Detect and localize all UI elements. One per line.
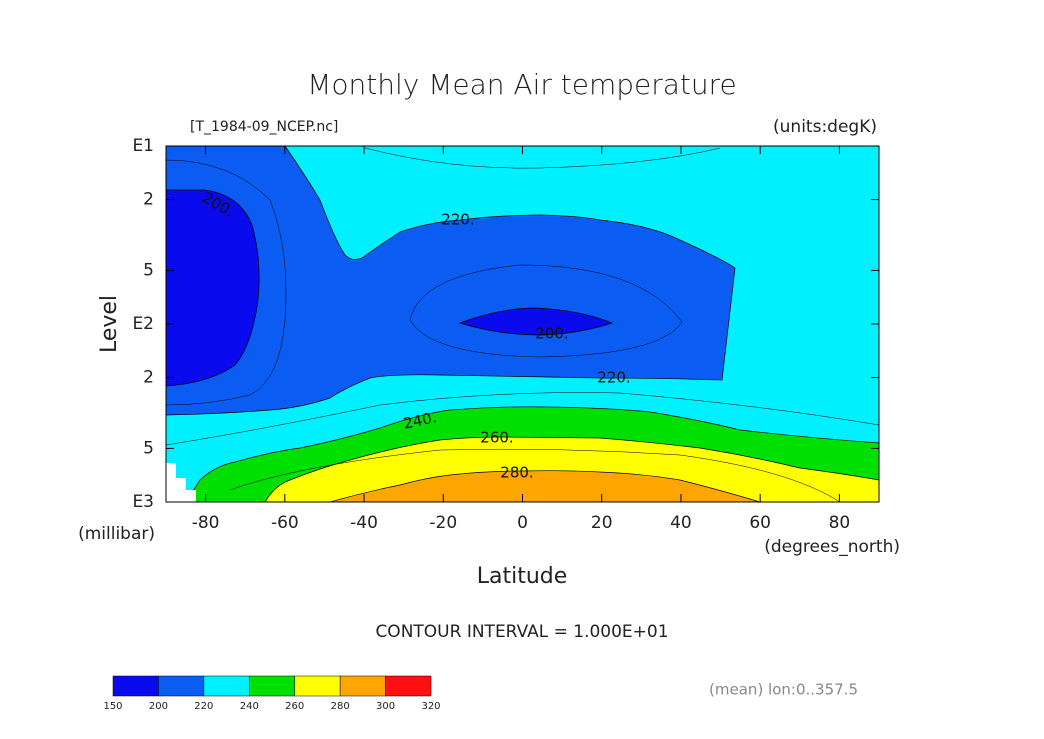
colorbar-box xyxy=(203,675,250,697)
colorbar-box xyxy=(294,675,341,697)
colorbar-box xyxy=(385,675,432,697)
note: (mean) lon:0..357.5 xyxy=(709,681,858,699)
x-tick-label: -80 xyxy=(192,513,220,533)
contour-label: 280. xyxy=(500,464,533,482)
colorbar-box xyxy=(249,675,295,697)
x-units: (degrees_north) xyxy=(764,537,900,557)
x-axis-label: Latitude xyxy=(477,564,568,589)
x-tick-label: 0 xyxy=(517,513,528,533)
plot-area xyxy=(165,145,880,503)
y-axis-label: Level xyxy=(97,295,122,353)
footer: CONTOUR INTERVAL = 1.000E+01 xyxy=(375,622,668,642)
y-tick-label: 2 xyxy=(143,368,154,388)
colorbar-label: 240 xyxy=(240,701,259,712)
region xyxy=(165,189,260,387)
contour-line xyxy=(409,264,683,358)
x-tick-label: -40 xyxy=(350,513,378,533)
y-tick-label: E3 xyxy=(132,492,154,512)
x-tick-label: 80 xyxy=(829,513,851,533)
y-tick-label: 2 xyxy=(143,190,154,210)
colorbar-box xyxy=(112,675,159,697)
contour-line xyxy=(364,147,721,169)
contour-label: 200. xyxy=(535,325,568,343)
contour-line xyxy=(165,159,287,406)
contour-line xyxy=(229,448,841,503)
colorbar-label: 260 xyxy=(285,701,304,712)
missing-data xyxy=(166,463,196,502)
region xyxy=(329,470,761,503)
contour-label: 260. xyxy=(480,429,513,447)
chart-title: Monthly Mean Air temperature xyxy=(307,68,737,101)
colorbar-label: 280 xyxy=(331,701,350,712)
colorbar-label: 320 xyxy=(421,701,440,712)
colorbar-label: 220 xyxy=(194,701,213,712)
x-tick-label: -20 xyxy=(429,513,457,533)
colorbar-box xyxy=(339,675,386,697)
units: (units:degK) xyxy=(773,117,877,137)
contour-line xyxy=(165,392,880,446)
colorbar-label: 300 xyxy=(376,701,395,712)
contour-label: 220. xyxy=(441,211,474,229)
colorbar-label: 200 xyxy=(149,701,168,712)
contour-label: 220. xyxy=(597,369,630,387)
subtitle: [T_1984-09_NCEP.nc] xyxy=(190,119,338,135)
y-tick-label: E1 xyxy=(132,136,154,156)
y-tick-label: 5 xyxy=(143,260,154,280)
region xyxy=(458,307,614,336)
y-tick-label: E2 xyxy=(132,314,154,334)
x-tick-label: 20 xyxy=(591,513,613,533)
colorbar-box xyxy=(158,675,205,697)
x-tick-label: -60 xyxy=(271,513,299,533)
x-tick-label: 60 xyxy=(749,513,771,533)
x-tick-label: 40 xyxy=(670,513,692,533)
colorbar-label: 150 xyxy=(103,701,122,712)
y-tick-label: 5 xyxy=(143,438,154,458)
region xyxy=(165,145,736,416)
y-units: (millibar) xyxy=(78,524,155,544)
